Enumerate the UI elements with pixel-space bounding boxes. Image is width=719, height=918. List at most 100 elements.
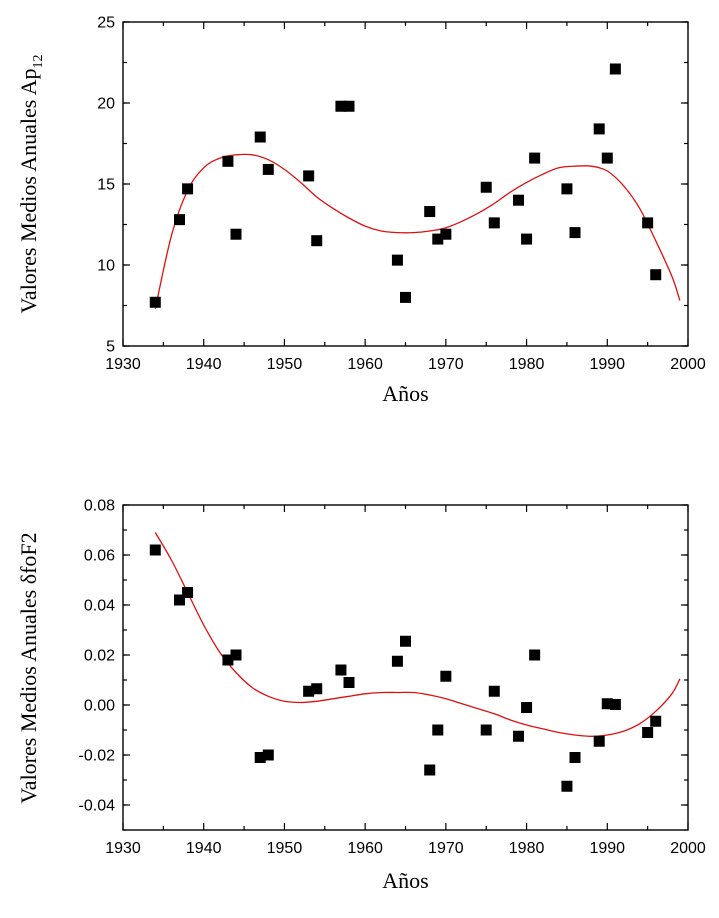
- data-point: [513, 730, 524, 742]
- x-axis-title: Años: [382, 868, 428, 893]
- axis-ticks: [122, 21, 689, 347]
- y-tick-label: 0.06: [84, 548, 115, 565]
- data-point: [254, 131, 266, 143]
- data-point: [569, 227, 581, 239]
- data-point: [561, 183, 573, 195]
- data-point: [432, 724, 444, 736]
- data-point: [343, 100, 355, 112]
- data-point: [400, 635, 411, 647]
- data-point: [174, 214, 185, 226]
- y-axis-title-subscript: 12: [31, 54, 46, 68]
- data-point: [601, 698, 613, 710]
- data-point: [391, 254, 403, 266]
- data-point: [569, 752, 581, 763]
- plot-frame: [122, 504, 689, 831]
- data-point: [149, 544, 161, 556]
- y-tick-label: 0.08: [84, 498, 115, 515]
- x-tick-label: 1950: [267, 356, 303, 373]
- y-tick-labels: -0.04 -0.02 0.00 0.02 0.04 0.06 0.08: [79, 498, 116, 815]
- x-tick-label: 1990: [589, 840, 625, 857]
- fit-curve: [154, 153, 681, 309]
- y-tick-label: 25: [97, 15, 115, 32]
- data-point: [335, 100, 347, 112]
- x-tick-label: 1970: [428, 840, 464, 857]
- fit-curve: [154, 532, 681, 737]
- y-tick-labels: 5 10 15 20 25: [97, 15, 115, 356]
- data-point: [642, 727, 654, 738]
- data-point: [561, 780, 573, 792]
- data-point: [262, 163, 274, 175]
- data-point: [440, 228, 452, 240]
- x-tick-label: 1950: [267, 840, 303, 857]
- y-axis-title: Valores Medios Anuales δfoF2: [16, 532, 41, 803]
- x-tick-label: 1940: [186, 840, 222, 857]
- data-point: [529, 152, 541, 164]
- data-point: [601, 152, 613, 164]
- x-tick-label: 2000: [670, 840, 706, 857]
- data-point: [254, 752, 266, 763]
- data-point: [343, 677, 355, 688]
- data-point: [480, 724, 492, 736]
- data-point: [513, 194, 524, 206]
- chart-ap12: 1930 1940 1950 1960 1970 1980 1990 2000 5 10 15 20…: [16, 15, 706, 407]
- data-points: [149, 544, 662, 792]
- y-axis-title: Valores Medios Anuales Ap12: [16, 54, 46, 313]
- data-point: [391, 655, 403, 667]
- data-point: [182, 183, 194, 195]
- data-point: [593, 123, 605, 135]
- data-point: [262, 749, 274, 761]
- x-tick-label: 1960: [347, 356, 383, 373]
- y-tick-label: 10: [97, 258, 115, 275]
- data-point: [222, 155, 234, 167]
- data-points: [149, 63, 662, 308]
- y-tick-label: 20: [97, 96, 115, 113]
- x-tick-label: 2000: [670, 356, 706, 373]
- data-point: [424, 206, 436, 218]
- data-point: [303, 170, 315, 182]
- data-point: [650, 269, 662, 281]
- x-tick-label: 1930: [105, 840, 141, 857]
- data-point: [432, 233, 444, 245]
- x-tick-label: 1960: [347, 840, 383, 857]
- data-point: [311, 235, 323, 247]
- data-point: [593, 735, 605, 747]
- x-tick-label: 1930: [105, 356, 141, 373]
- axis-ticks: [122, 504, 689, 831]
- data-point: [488, 217, 500, 229]
- data-point: [642, 217, 654, 229]
- y-tick-label: 0.04: [84, 598, 115, 615]
- data-point: [222, 654, 234, 666]
- x-tick-labels: 1930 1940 1950 1960 1970 1980 1990 2000: [105, 356, 706, 373]
- data-point: [521, 702, 533, 713]
- data-point: [230, 228, 242, 240]
- chart-dfof2: 1930 1940 1950 1960 1970 1980 1990 2000 -0.04-0…: [16, 498, 706, 894]
- data-point: [488, 685, 500, 697]
- x-tick-labels: 1930 1940 1950 1960 1970 1980 1990 2000: [105, 840, 706, 857]
- x-tick-label: 1990: [589, 356, 625, 373]
- data-point: [480, 181, 492, 193]
- data-point: [424, 764, 436, 776]
- data-point: [230, 649, 242, 661]
- y-tick-label: -0.02: [79, 748, 116, 765]
- y-tick-label: 0.00: [84, 698, 115, 715]
- x-tick-label: 1980: [509, 356, 545, 373]
- x-axis-title: Años: [382, 381, 428, 406]
- data-point: [650, 715, 662, 727]
- data-point: [529, 649, 541, 661]
- data-point: [149, 296, 161, 308]
- y-tick-label: 0.02: [84, 648, 115, 665]
- data-point: [400, 291, 411, 303]
- x-tick-label: 1980: [509, 840, 545, 857]
- x-tick-label: 1970: [428, 356, 464, 373]
- data-point: [311, 683, 323, 695]
- y-tick-label: 5: [106, 339, 115, 356]
- y-tick-label: -0.04: [79, 798, 116, 815]
- data-point: [303, 685, 315, 697]
- data-point: [609, 699, 621, 710]
- y-axis-title-base: Valores Medios Anuales Ap: [16, 68, 41, 313]
- data-point: [609, 63, 621, 75]
- data-point: [521, 233, 533, 245]
- data-point: [174, 594, 185, 606]
- data-point: [335, 664, 347, 676]
